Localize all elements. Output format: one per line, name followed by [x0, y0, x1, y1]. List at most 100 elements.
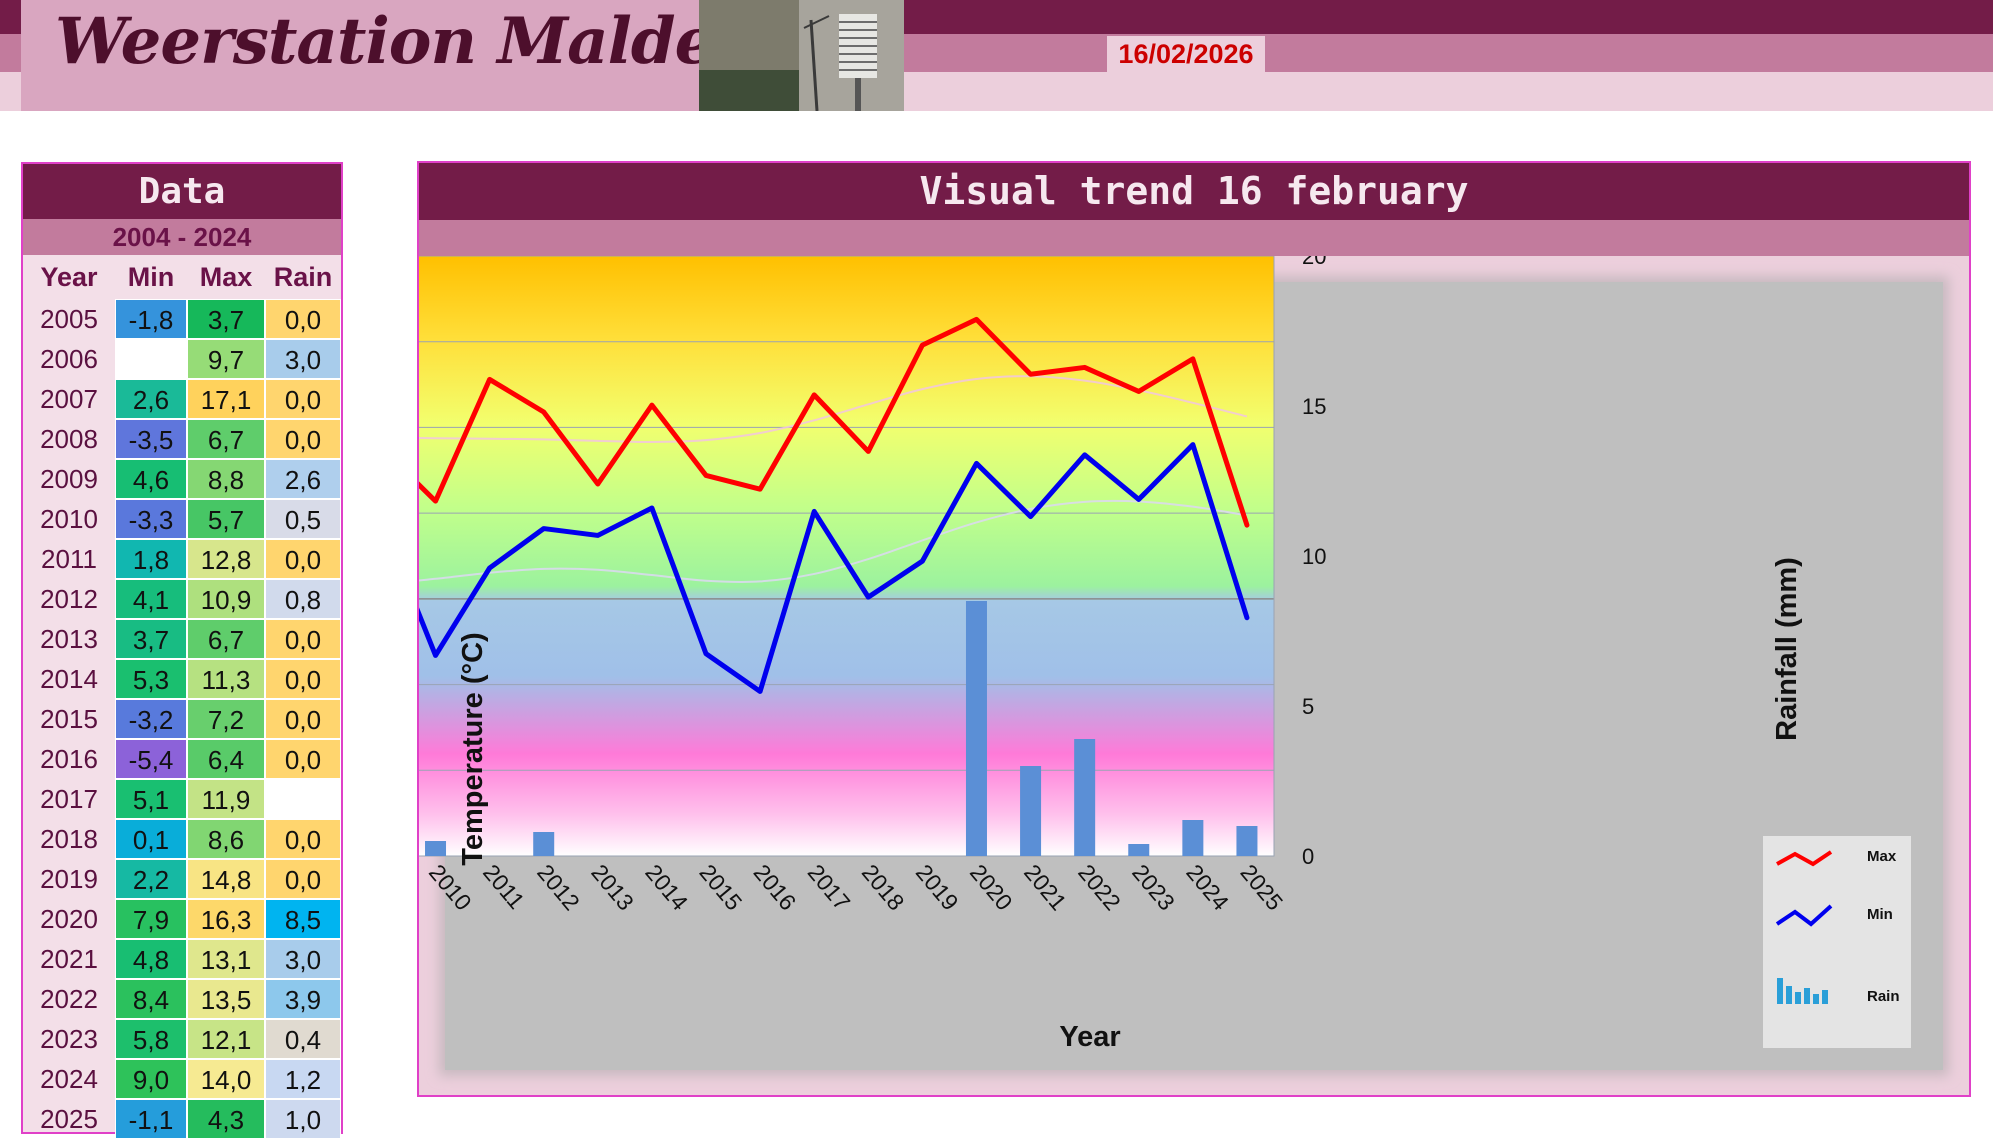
cell-year-2012: 2012 — [40, 584, 98, 614]
cell-rain-2018: 0,0 — [265, 819, 341, 859]
trend-curves — [419, 375, 1248, 583]
cell-min-2012: 4,1 — [115, 579, 187, 619]
cell-year-2022: 2022 — [40, 984, 98, 1014]
cell-max-2023: 12,1 — [187, 1019, 265, 1059]
rain-bar-2012 — [533, 832, 555, 856]
cell-year-2024: 2024 — [40, 1064, 98, 1094]
cell-rain-2021: 3,0 — [265, 939, 341, 979]
cell-max-2016: 6,4 — [187, 739, 265, 779]
chart-legend: Max Min Rain — [1763, 836, 1911, 1048]
cell-min-2022: 8,4 — [115, 979, 187, 1019]
y2-tick-label: 5 — [1302, 694, 1314, 719]
min-series-line — [419, 442, 1250, 694]
rain-bar-2010 — [425, 841, 447, 856]
cell-max-2019: 14,8 — [187, 859, 265, 899]
cell-min-2020: 7,9 — [115, 899, 187, 939]
cell-year-2010: 2010 — [40, 504, 98, 534]
cell-year-2005: 2005 — [40, 304, 98, 334]
cell-min-2016: -5,4 — [115, 739, 187, 779]
cell-min-2008: -3,5 — [115, 419, 187, 459]
rain-bar-2025 — [1236, 826, 1258, 856]
cell-max-2021: 13,1 — [187, 939, 265, 979]
column-header-max: Max — [199, 262, 253, 292]
cell-year-2023: 2023 — [40, 1024, 98, 1054]
cell-year-2019: 2019 — [40, 864, 98, 894]
y2-tick-label: 10 — [1302, 544, 1326, 569]
cell-rain-2020: 8,5 — [265, 899, 341, 939]
rain-bar-2021 — [1020, 766, 1042, 856]
chart-subtitle-bar — [419, 220, 1969, 256]
min-trend-curve — [419, 499, 1248, 583]
cell-max-2006: 9,7 — [187, 339, 265, 379]
rain-bar-2024 — [1182, 820, 1204, 856]
cell-max-2007: 17,1 — [187, 379, 265, 419]
cell-year-2016: 2016 — [40, 744, 98, 774]
cell-max-2024: 14,0 — [187, 1059, 265, 1099]
cell-min-2013: 3,7 — [115, 619, 187, 659]
cell-year-2006: 2006 — [40, 344, 98, 374]
cell-rain-2024: 1,2 — [265, 1059, 341, 1099]
cell-min-2018: 0,1 — [115, 819, 187, 859]
cell-min-2019: 2,2 — [115, 859, 187, 899]
cell-rain-2011: 0,0 — [265, 539, 341, 579]
column-header-year: Year — [40, 262, 98, 292]
cell-max-2012: 10,9 — [187, 579, 265, 619]
cell-year-2018: 2018 — [40, 824, 98, 854]
cell-max-2008: 6,7 — [187, 419, 265, 459]
cell-max-2025: 4,3 — [187, 1099, 265, 1139]
cell-max-2011: 12,8 — [187, 539, 265, 579]
cell-min-2011: 1,8 — [115, 539, 187, 579]
cell-year-2008: 2008 — [40, 424, 98, 454]
cell-min-2005: -1,8 — [115, 299, 187, 339]
cell-max-2010: 5,7 — [187, 499, 265, 539]
cell-rain-2010: 0,5 — [265, 499, 341, 539]
cell-min-2017: 5,1 — [115, 779, 187, 819]
cell-year-2007: 2007 — [40, 384, 98, 414]
cell-rain-2016: 0,0 — [265, 739, 341, 779]
cell-year-2014: 2014 — [40, 664, 98, 694]
cell-rain-2008: 0,0 — [265, 419, 341, 459]
cell-max-2009: 8,8 — [187, 459, 265, 499]
cell-min-2025: -1,1 — [115, 1099, 187, 1139]
cell-rain-2007: 0,0 — [265, 379, 341, 419]
legend-max-swatch — [1776, 850, 1833, 867]
cell-min-2007: 2,6 — [115, 379, 187, 419]
data-table-range: 2004 - 2024 — [23, 219, 341, 255]
plot-background — [419, 256, 1274, 856]
cell-max-2014: 11,3 — [187, 659, 265, 699]
cell-year-2009: 2009 — [40, 464, 98, 494]
cell-year-2017: 2017 — [40, 784, 98, 814]
cell-rain-2006: 3,0 — [265, 339, 341, 379]
legend-rain-swatch — [1777, 978, 1828, 1004]
legend-box — [1763, 836, 1911, 1048]
cell-min-2010: -3,3 — [115, 499, 187, 539]
cell-rain-2015: 0,0 — [265, 699, 341, 739]
rain-bars — [425, 601, 1258, 856]
cell-year-2013: 2013 — [40, 624, 98, 654]
cell-max-2015: 7,2 — [187, 699, 265, 739]
data-table-panel: Data 2004 - 2024 Year Min Max Rain 2005-… — [21, 162, 343, 1139]
data-table-title: Data — [23, 164, 341, 219]
cell-min-2023: 5,8 — [115, 1019, 187, 1059]
cell-rain-2023: 0,4 — [265, 1019, 341, 1059]
cell-rain-2012: 0,8 — [265, 579, 341, 619]
x-tick-label: 2009 — [419, 859, 423, 915]
cell-min-2021: 4,8 — [115, 939, 187, 979]
cell-rain-2019: 0,0 — [265, 859, 341, 899]
max-series-line — [419, 316, 1250, 528]
cell-year-2015: 2015 — [40, 704, 98, 734]
cell-min-2009: 4,6 — [115, 459, 187, 499]
cell-max-2013: 6,7 — [187, 619, 265, 659]
legend-min-swatch — [1775, 904, 1833, 927]
cell-year-2025: 2025 — [40, 1104, 98, 1134]
cell-year-2020: 2020 — [40, 904, 98, 934]
x-axis-label: Year — [1059, 1021, 1120, 1053]
cell-rain-2005: 0,0 — [265, 299, 341, 339]
y-axis-label: Temperature (°C) — [457, 632, 489, 865]
legend-min-label: Min — [1867, 906, 1893, 923]
cell-rain-2014: 0,0 — [265, 659, 341, 699]
cell-rain-2013: 0,0 — [265, 619, 341, 659]
cell-min-2015: -3,2 — [115, 699, 187, 739]
weather-station-photo — [699, 0, 904, 111]
